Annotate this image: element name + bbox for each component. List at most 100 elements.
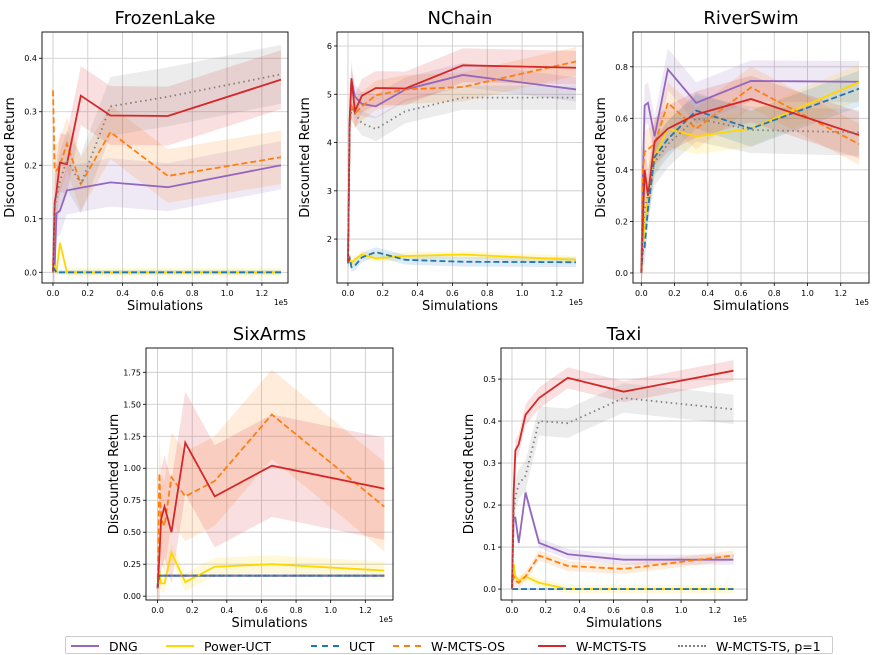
band-power-uct [347, 250, 577, 268]
y-tick-label: 1.75 [123, 368, 141, 377]
y-tick-label: 0.0 [483, 585, 496, 594]
legend-item: Power-UCT [166, 637, 271, 655]
axes-frame [41, 31, 289, 284]
axes-frame [500, 347, 748, 601]
x-offset-text: 1e5 [569, 298, 583, 307]
x-tick-label: 1.2 [359, 606, 372, 615]
plot-area [156, 369, 385, 600]
band-dng [641, 48, 860, 283]
x-tick-label: 0.2 [668, 289, 681, 298]
chart-title: FrozenLake [115, 8, 216, 29]
y-tick-label: 4 [327, 139, 332, 148]
x-tick-label: 0.8 [768, 289, 781, 298]
x-offset-text: 1e5 [733, 615, 747, 624]
line-uct [347, 251, 577, 269]
band-w-mcts-os [347, 46, 577, 278]
legend-item: DNG [71, 637, 138, 655]
x-tick-label: 1.0 [675, 606, 688, 615]
x-axis-label: Simulations [713, 299, 789, 314]
y-tick-label: 0.8 [615, 63, 628, 72]
band-w-mcts-os [641, 66, 860, 283]
x-tick-label: 0.4 [220, 606, 233, 615]
y-tick-label: 0.3 [483, 459, 496, 468]
x-tick-label: 0.2 [539, 606, 552, 615]
y-tick-label: 0.50 [123, 528, 141, 537]
x-tick-label: 0.8 [481, 289, 494, 298]
subplot-frozenlake: 0.0 0.2 0.4 0.6 0.8 1.0 1.2 0.0 0.1 0.2 0.3 0.4 Froz… [3, 8, 289, 314]
x-tick-label: 1.2 [256, 289, 269, 298]
x-tick-label: 1.2 [834, 289, 847, 298]
x-tick-label: 0.0 [47, 289, 60, 298]
line-power-uct [52, 242, 282, 274]
legend-label: W-MCTS-TS, p=1 [716, 638, 821, 654]
x-tick-label: 0.4 [573, 606, 586, 615]
band-w-mcts-ts [347, 48, 577, 281]
legend-item: W-MCTS-TS [538, 637, 646, 655]
x-axis-label: Simulations [422, 299, 498, 314]
x-tick-label: 1.0 [516, 289, 529, 298]
line-power-uct [347, 253, 577, 265]
line-w-mcts-ts [511, 369, 734, 590]
line-w-mcts-os [156, 413, 385, 589]
y-tick-label: 1.00 [123, 464, 141, 473]
line-w-mcts-ts [52, 78, 282, 273]
y-tick-label: 1.50 [123, 400, 141, 409]
x-tick-label: 0.2 [186, 606, 199, 615]
line-w-mcts-ts-p-1 [156, 574, 385, 589]
legend-swatch [393, 645, 421, 647]
x-tick-label: 1.2 [709, 606, 722, 615]
line-w-mcts-ts-p-1 [347, 96, 577, 264]
line-uct [640, 87, 860, 274]
y-tick-label: 0.1 [24, 215, 37, 224]
band-w-mcts-ts-p-1 [511, 383, 734, 600]
legend-item: UCT [311, 637, 375, 655]
line-w-mcts-ts [347, 64, 577, 264]
x-tick-label: 0.0 [151, 606, 164, 615]
x-axis-label: Simulations [127, 299, 203, 314]
y-tick-label: 6 [327, 42, 332, 51]
band-power-uct [511, 559, 734, 594]
y-tick-label: 0.25 [123, 560, 141, 569]
plot-area [347, 46, 577, 281]
plot-area [52, 44, 282, 283]
x-tick-label: 1.0 [801, 289, 814, 298]
x-tick-label: 0.0 [342, 289, 355, 298]
subplot-riverswim: 0.0 0.2 0.4 0.6 0.8 1.0 1.2 0.0 0.2 0.4 0.6 0.8 Rive… [594, 8, 870, 314]
x-offset-text: 1e5 [379, 615, 393, 624]
x-offset-text: 1e5 [274, 298, 288, 307]
x-tick-label: 0.4 [411, 289, 424, 298]
x-tick-label: 0.0 [635, 289, 648, 298]
y-tick-label: 3 [327, 187, 332, 196]
line-w-mcts-ts [156, 439, 385, 589]
x-tick-label: 0.4 [701, 289, 714, 298]
chart-title: RiverSwim [703, 8, 798, 29]
legend-swatch [311, 645, 339, 647]
x-tick-label: 0.6 [255, 606, 268, 615]
line-w-mcts-ts [640, 98, 860, 273]
line-dng [52, 164, 282, 273]
band-w-mcts-ts-p-1 [347, 85, 577, 276]
band-uct [347, 247, 577, 272]
y-tick-label: 2 [327, 235, 332, 244]
band-w-mcts-ts [52, 50, 282, 283]
y-axis-label: Discounted Return [462, 414, 477, 535]
y-tick-label: 0.4 [483, 417, 496, 426]
band-power-uct [641, 64, 860, 283]
plot-area [640, 48, 860, 283]
x-tick-label: 0.2 [81, 289, 94, 298]
band-uct [641, 70, 860, 283]
line-uct [156, 574, 385, 589]
legend-swatch [678, 645, 706, 647]
band-dng [511, 487, 734, 595]
legend-item: W-MCTS-OS [393, 637, 505, 655]
x-axis-label: Simulations [586, 616, 662, 631]
x-tick-label: 0.8 [186, 289, 199, 298]
band-w-mcts-ts [511, 360, 734, 600]
y-tick-label: 0.1 [483, 543, 496, 552]
y-tick-label: 0.4 [24, 54, 37, 63]
x-tick-label: 0.6 [151, 289, 164, 298]
legend-swatch [166, 645, 194, 647]
band-power-uct [157, 543, 385, 598]
y-axis-label: Discounted Return [594, 97, 609, 218]
y-tick-label: 0.5 [483, 375, 496, 384]
